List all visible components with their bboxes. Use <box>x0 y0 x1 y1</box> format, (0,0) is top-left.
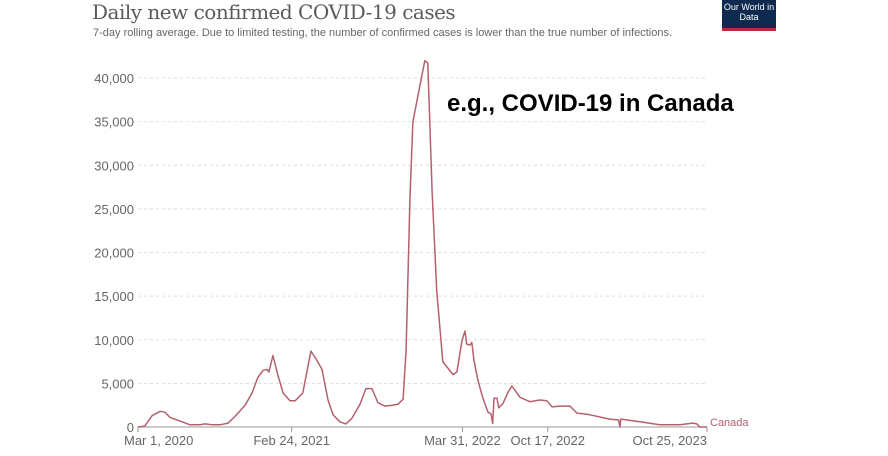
x-tick-label: Feb 24, 2021 <box>253 433 330 448</box>
x-tick-label: Mar 31, 2022 <box>424 433 501 448</box>
y-tick-label: 0 <box>127 420 134 435</box>
x-tick-label: Oct 17, 2022 <box>511 433 585 448</box>
x-tick-label: Mar 1, 2020 <box>124 433 193 448</box>
series-label: Canada <box>710 417 749 429</box>
x-tick-label: Oct 25, 2023 <box>633 433 707 448</box>
y-tick-label: 30,000 <box>94 158 134 173</box>
chart-subtitle: 7-day rolling average. Due to limited te… <box>93 27 673 39</box>
y-tick-label: 15,000 <box>94 289 134 304</box>
y-tick-label: 35,000 <box>94 115 134 130</box>
y-tick-label: 20,000 <box>94 246 134 261</box>
annotation: e.g., COVID-19 in Canada <box>447 90 734 117</box>
y-tick-label: 5,000 <box>101 376 134 391</box>
chart-title: Daily new confirmed COVID-19 cases <box>92 0 456 24</box>
y-tick-label: 10,000 <box>94 333 134 348</box>
y-tick-label: 25,000 <box>94 202 134 217</box>
owid-logo[interactable]: Our World in Data <box>722 0 776 31</box>
y-tick-label: 40,000 <box>94 71 134 86</box>
series-line-canada <box>137 59 707 428</box>
